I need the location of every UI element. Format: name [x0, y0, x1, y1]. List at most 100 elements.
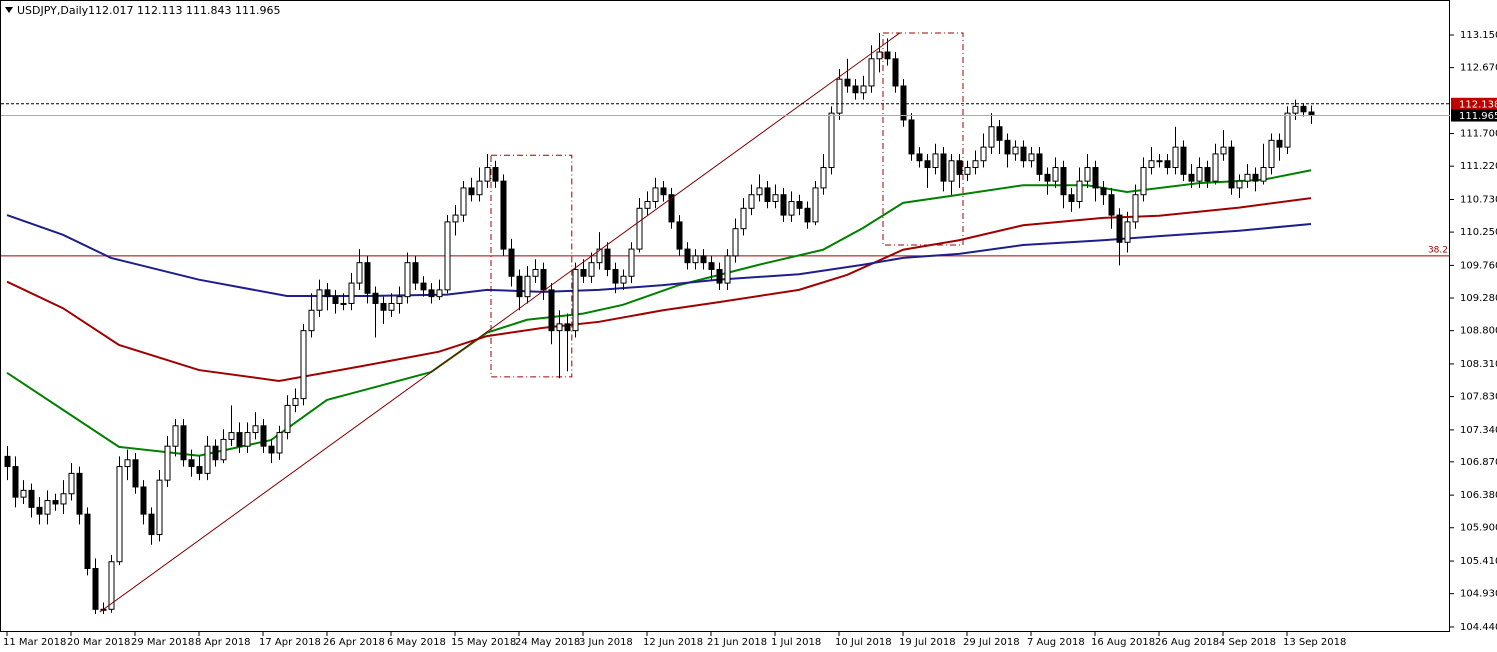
candle-body — [812, 187, 819, 223]
candle-body — [716, 268, 723, 284]
candle-body — [956, 160, 963, 175]
x-tick-label: 3 Jun 2018 — [579, 637, 633, 648]
candle-body — [396, 296, 403, 304]
candle-body — [620, 275, 627, 284]
candle-body — [876, 51, 883, 60]
candle-body — [1028, 153, 1035, 162]
x-tick-label: 19 Jul 2018 — [899, 637, 956, 648]
y-tick-label: 112.670 — [1460, 63, 1497, 74]
y-tick-label: 111.220 — [1460, 161, 1497, 172]
candle-body — [772, 194, 779, 203]
candle-body — [1132, 194, 1139, 223]
x-tick-label: 26 Aug 2018 — [1155, 637, 1219, 648]
candle-body — [588, 262, 595, 277]
candle-body — [972, 160, 979, 169]
candle-body — [52, 500, 59, 505]
candle-body — [780, 194, 787, 216]
candle-body — [284, 404, 291, 434]
candle-body — [964, 167, 971, 175]
candle-body — [732, 228, 739, 257]
candle-body — [1004, 139, 1011, 155]
candle-body — [1068, 194, 1075, 203]
x-tick-label: 12 Jun 2018 — [643, 637, 703, 648]
candle-body — [452, 214, 459, 223]
candle-body — [268, 445, 275, 454]
price-tag-label: 111.965 — [1459, 111, 1497, 122]
x-tick-label: 26 Apr 2018 — [323, 637, 385, 648]
candle-body — [764, 187, 771, 203]
candle-body — [564, 323, 571, 332]
candle-body — [884, 51, 891, 60]
candle-body — [1116, 214, 1123, 243]
y-tick-label: 104.440 — [1460, 622, 1497, 633]
candle-body — [844, 78, 851, 87]
candle-body — [548, 289, 555, 332]
candle-body — [36, 506, 43, 515]
candle-body — [636, 207, 643, 250]
x-tick-label: 8 Apr 2018 — [195, 637, 250, 648]
plot-frame — [0, 0, 1450, 632]
y-tick-label: 107.830 — [1460, 392, 1497, 403]
candle-body — [836, 78, 843, 114]
candle-body — [468, 187, 475, 196]
candle-body — [140, 486, 147, 515]
candle-body — [1300, 105, 1307, 113]
x-tick-label: 21 Jun 2018 — [707, 637, 767, 648]
candle-body — [748, 194, 755, 209]
candle-body — [1044, 173, 1051, 182]
candle-body — [1172, 146, 1179, 169]
menu-triangle[interactable] — [5, 7, 13, 13]
range-rectangle — [882, 32, 964, 246]
y-tick-label: 110.730 — [1460, 194, 1497, 205]
x-tick-label: 15 May 2018 — [451, 637, 516, 648]
candle-body — [300, 330, 307, 400]
x-tick-label: 29 Mar 2018 — [131, 637, 194, 648]
candle-body — [340, 302, 347, 305]
candle-body — [20, 489, 27, 498]
candle-body — [900, 85, 907, 121]
candle-body — [228, 432, 235, 440]
y-tick-label: 111.700 — [1460, 129, 1497, 140]
candle-body — [1188, 173, 1195, 182]
x-tick-label: 7 Aug 2018 — [1027, 637, 1085, 648]
candle-body — [364, 262, 371, 294]
candle-body — [236, 432, 243, 447]
candle-body — [1020, 146, 1027, 162]
y-tick-label: 105.410 — [1460, 556, 1497, 567]
candle-body — [196, 466, 203, 474]
candle-body — [1276, 139, 1283, 148]
candle-body — [660, 187, 667, 196]
candle-body — [308, 309, 315, 332]
candle-body — [1052, 167, 1059, 182]
candle-body — [1084, 167, 1091, 182]
candle-body — [436, 289, 443, 298]
y-tick-label: 107.340 — [1460, 425, 1497, 436]
y-tick-label: 109.280 — [1460, 293, 1497, 304]
candle-body — [68, 472, 75, 495]
candle-body — [1284, 112, 1291, 148]
x-tick-label: 1 Jul 2018 — [771, 637, 821, 648]
moving-average-line — [6, 214, 1312, 297]
candle-body — [644, 201, 651, 209]
candle-body — [996, 126, 1003, 141]
price-tag-label: 112.138 — [1459, 99, 1497, 110]
candle-body — [1060, 167, 1067, 196]
candle-body — [908, 119, 915, 155]
candle-body — [1124, 221, 1131, 243]
candle-body — [524, 275, 531, 298]
candle-body — [1292, 105, 1299, 114]
candle-body — [1180, 146, 1187, 175]
candle-body — [668, 194, 675, 223]
candle-body — [756, 187, 763, 196]
ohlc-label: 112.017 112.113 111.843 111.965 — [88, 4, 280, 17]
candle-body — [492, 167, 499, 182]
y-tick-label: 113.150 — [1460, 30, 1497, 41]
candle-body — [92, 568, 99, 610]
candle-body — [148, 513, 155, 536]
candle-body — [460, 187, 467, 216]
candle-body — [724, 255, 731, 284]
x-tick-label: 13 Sep 2018 — [1283, 637, 1346, 648]
candle-body — [532, 268, 539, 277]
candle-body — [500, 180, 507, 250]
